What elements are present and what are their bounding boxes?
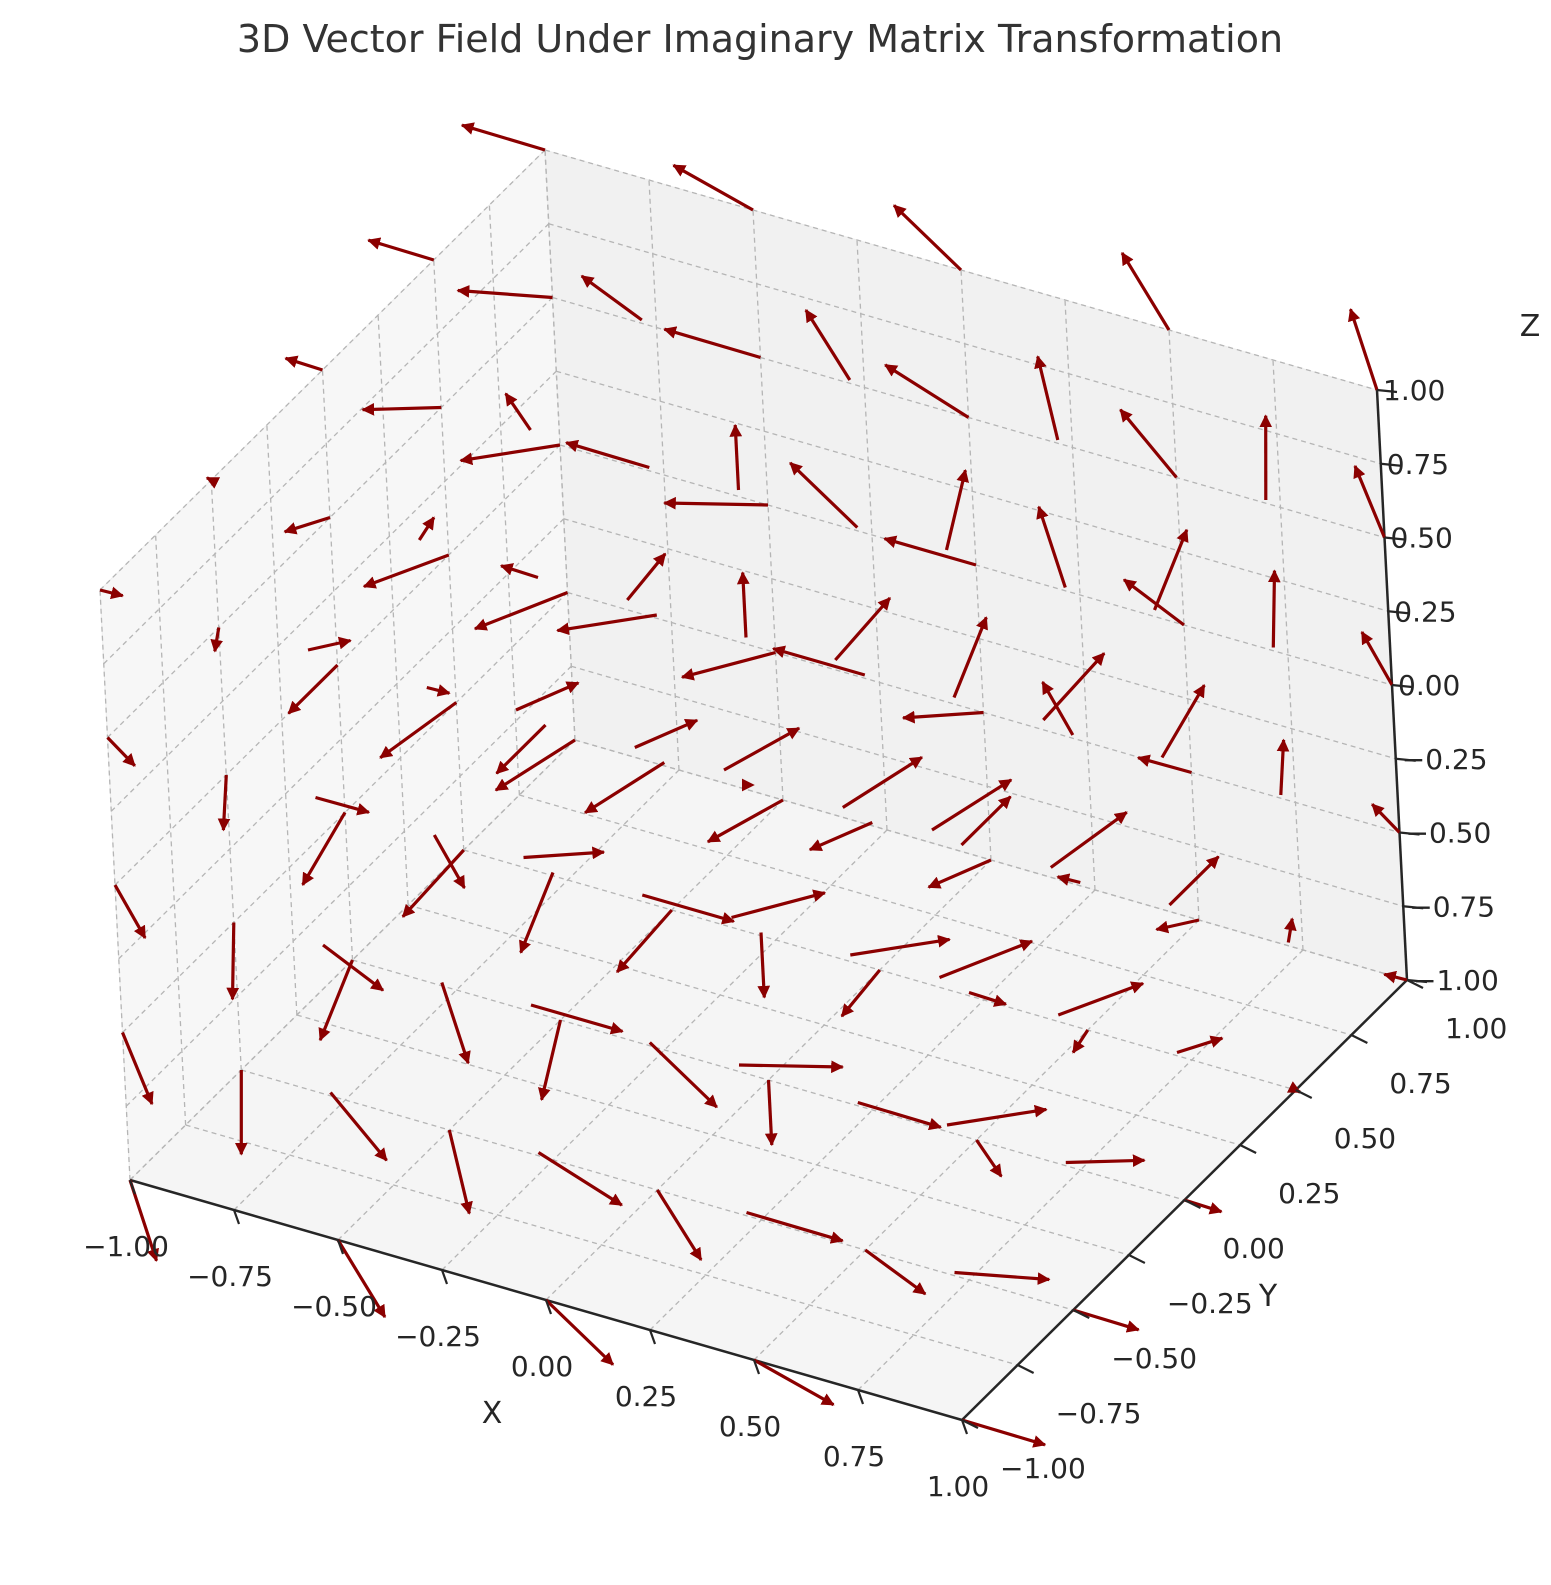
x-tick-label: 0.75 [823, 1440, 885, 1473]
z-tick-label: 1.00 [1383, 374, 1445, 407]
z-tick-label: 0.25 [1394, 595, 1456, 628]
x-tick-label: 1.00 [927, 1470, 989, 1503]
x-tick-label: −1.00 [83, 1230, 169, 1263]
vector-arrow [1066, 1160, 1145, 1162]
y-axis-label: Y [1258, 1279, 1278, 1314]
x-tick-label: −0.50 [291, 1290, 377, 1323]
vector-arrow [233, 923, 234, 1000]
x-axis-label: X [482, 1396, 503, 1431]
x-tick-label: 0.25 [615, 1380, 677, 1413]
y-tick-label: 0.25 [1278, 1177, 1340, 1210]
y-tick-label: 0.75 [1389, 1067, 1451, 1100]
z-tick-label: 0.75 [1387, 448, 1449, 481]
y-tick-label: −0.25 [1167, 1287, 1253, 1320]
vector-arrow [368, 240, 433, 260]
x-tick-label: 0.50 [719, 1410, 781, 1443]
y-tick-label: 0.00 [1223, 1232, 1285, 1265]
z-tick-label: −0.50 [1406, 817, 1492, 850]
y-tick-label: −1.00 [1000, 1452, 1086, 1485]
vector-arrow [462, 125, 545, 150]
x-tick-label: −0.25 [395, 1320, 481, 1353]
z-tick-label: −0.75 [1409, 890, 1495, 923]
z-tick-label: −0.25 [1402, 743, 1488, 776]
y-tick-label: 1.00 [1445, 1012, 1507, 1045]
vector-arrow [363, 408, 442, 410]
y-tick-label-tick-mark [1240, 1145, 1256, 1153]
z-tick-label: 0.50 [1391, 522, 1453, 555]
y-tick-label-tick-mark [1351, 1035, 1367, 1043]
z-axis-label: Z [1520, 309, 1541, 344]
z-tick-label: 0.00 [1398, 669, 1460, 702]
vector-arrow [739, 1065, 843, 1067]
axis-panes [100, 150, 1407, 1420]
vector-arrow [1273, 571, 1274, 648]
vector-arrow [207, 478, 211, 480]
y-tick-label: −0.50 [1111, 1342, 1197, 1375]
y-tick-label-tick-mark [1296, 1090, 1312, 1098]
x-tick-label: −0.75 [187, 1260, 273, 1293]
vector-arrow [664, 503, 768, 505]
vector-arrow [962, 1420, 1045, 1445]
vector-arrow [1351, 309, 1378, 390]
y-tick-label-tick-mark [1018, 1365, 1034, 1373]
z-tick-label: −1.00 [1413, 964, 1499, 997]
y-tick-label: 0.50 [1334, 1122, 1396, 1155]
y-tick-label: −0.75 [1056, 1397, 1142, 1430]
vector-arrow [286, 358, 323, 370]
chart-title: 3D Vector Field Under Imaginary Matrix T… [237, 17, 1283, 61]
y-tick-label-tick-mark [1129, 1255, 1145, 1263]
x-tick-label: 0.00 [511, 1350, 573, 1383]
vector-arrow [1073, 1310, 1138, 1330]
